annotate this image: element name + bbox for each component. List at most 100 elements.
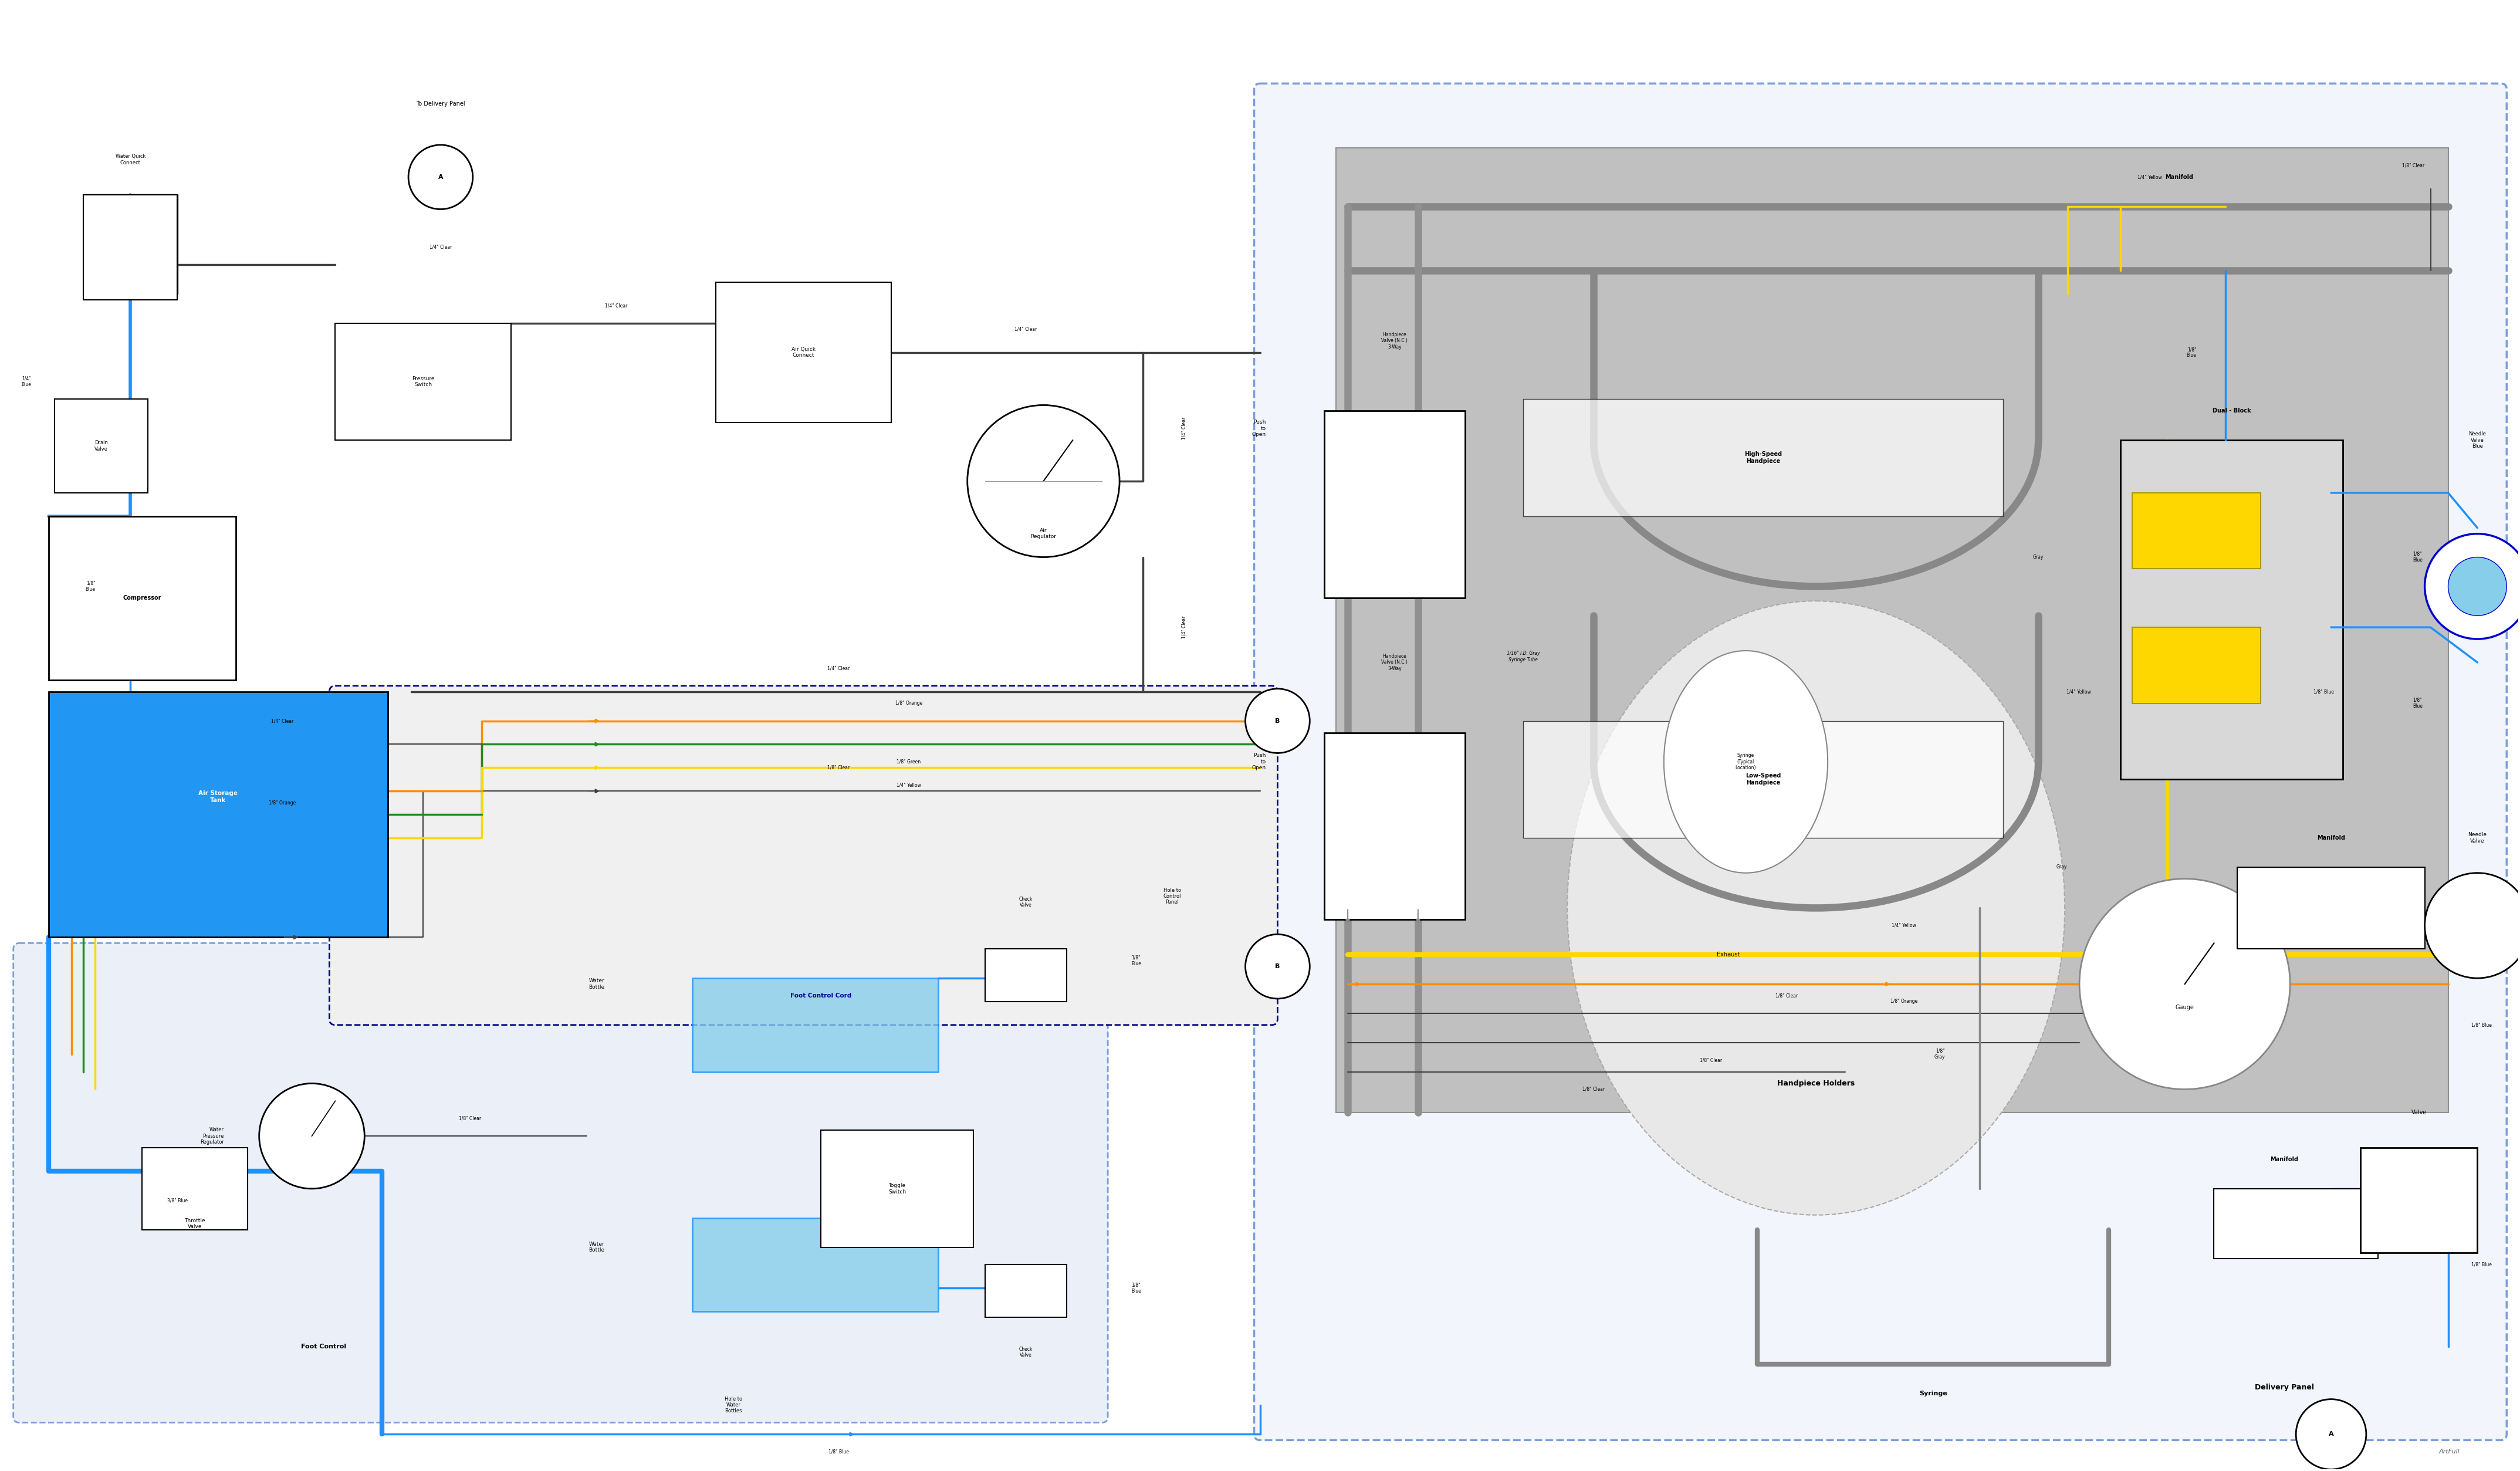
Text: 1/8" Clear: 1/8" Clear — [1698, 1058, 1721, 1062]
Text: B: B — [1275, 964, 1280, 969]
Circle shape — [260, 1084, 365, 1189]
Bar — [716, 282, 892, 422]
Text: 1/8" Clear: 1/8" Clear — [1777, 993, 1797, 999]
Bar — [2132, 493, 2260, 569]
FancyBboxPatch shape — [330, 685, 1278, 1025]
Bar — [1336, 147, 2447, 1112]
Bar — [335, 324, 512, 440]
Text: Delivery Panel: Delivery Panel — [2255, 1384, 2313, 1392]
Text: Exhaust: Exhaust — [1716, 952, 1739, 958]
Text: 1/4" Yellow: 1/4" Yellow — [897, 783, 922, 788]
Text: 1/8"
Blue: 1/8" Blue — [2187, 347, 2197, 357]
Text: Dual - Block: Dual - Block — [2213, 407, 2250, 413]
Text: High-Speed
Handpiece: High-Speed Handpiece — [1744, 452, 1782, 463]
Text: Drain
Valve: Drain Valve — [93, 440, 108, 452]
Text: 1/8" Clear: 1/8" Clear — [1583, 1087, 1605, 1091]
Text: 1/8" Clear: 1/8" Clear — [459, 1116, 481, 1121]
Bar — [2238, 866, 2424, 949]
Bar — [1326, 733, 1464, 919]
Text: 1/8"
Blue: 1/8" Blue — [2414, 697, 2422, 709]
Text: Gray: Gray — [2056, 865, 2066, 869]
Text: Check
Valve: Check Valve — [1018, 1346, 1033, 1358]
Text: Manifold: Manifold — [2165, 174, 2192, 179]
Text: 1/8" Orange: 1/8" Orange — [1890, 999, 1918, 1005]
Text: 1/8" Blue: 1/8" Blue — [829, 1449, 849, 1455]
Bar — [83, 194, 176, 300]
Bar — [693, 1218, 937, 1312]
Text: Foot Control Cord: Foot Control Cord — [791, 993, 852, 999]
Circle shape — [2296, 1399, 2366, 1470]
Bar — [2361, 1147, 2477, 1253]
Text: Air Quick
Connect: Air Quick Connect — [791, 347, 816, 357]
Text: 1/8" Blue: 1/8" Blue — [2472, 1022, 2492, 1028]
Bar — [985, 1265, 1066, 1318]
Text: Air Storage
Tank: Air Storage Tank — [199, 790, 237, 803]
Text: 1/4" Clear: 1/4" Clear — [605, 303, 627, 309]
Bar — [822, 1130, 973, 1247]
Text: 1/8" Green: 1/8" Green — [897, 759, 920, 765]
Text: A: A — [2328, 1431, 2334, 1437]
Text: 1/8"
Blue: 1/8" Blue — [1131, 955, 1142, 966]
Text: Handpiece
Valve (N.C.)
3-Way: Handpiece Valve (N.C.) 3-Way — [1381, 332, 1409, 350]
Text: Hole to
Control
Panel: Hole to Control Panel — [1164, 887, 1182, 905]
Text: A: A — [438, 174, 444, 179]
Bar — [1326, 410, 1464, 599]
Text: 1/4" Clear: 1/4" Clear — [827, 665, 849, 671]
Ellipse shape — [1567, 602, 2064, 1215]
Text: 1/8" Clear: 1/8" Clear — [2402, 163, 2424, 168]
Bar — [985, 949, 1066, 1002]
Text: Check
Valve: Check Valve — [1018, 897, 1033, 908]
Text: Syringe: Syringe — [1920, 1390, 1948, 1396]
Text: Low-Speed
Handpiece: Low-Speed Handpiece — [1746, 774, 1782, 786]
Text: Push
to
Open: Push to Open — [1252, 419, 1265, 437]
Text: Gray: Gray — [2034, 555, 2044, 560]
Circle shape — [968, 405, 1119, 558]
Circle shape — [1245, 688, 1310, 753]
Text: 1/4" Clear: 1/4" Clear — [272, 718, 295, 724]
Text: Water Quick
Connect: Water Quick Connect — [116, 154, 146, 165]
Text: 3/8" Blue: 3/8" Blue — [166, 1197, 186, 1203]
Text: 1/8"
Blue: 1/8" Blue — [2414, 552, 2422, 563]
Text: 1/8" Blue: 1/8" Blue — [2313, 688, 2334, 694]
Bar — [141, 1147, 247, 1230]
Text: Water
Bottle: Water Bottle — [590, 978, 605, 990]
Text: Needle
Valve: Needle Valve — [2467, 833, 2487, 843]
Text: Handpiece
Valve (N.C.)
3-Way: Handpiece Valve (N.C.) 3-Way — [1381, 653, 1409, 671]
Text: 1/16" I.D. Gray
Syringe Tube: 1/16" I.D. Gray Syringe Tube — [1507, 650, 1540, 662]
Text: ArtFull: ArtFull — [2439, 1449, 2460, 1455]
Text: 1/4" Clear: 1/4" Clear — [1182, 616, 1187, 638]
Text: 1/8"
Blue: 1/8" Blue — [1131, 1283, 1142, 1294]
Text: Push
to
Open: Push to Open — [1252, 753, 1265, 771]
Text: Toggle
Switch: Toggle Switch — [887, 1183, 907, 1194]
Circle shape — [1245, 934, 1310, 999]
Text: Manifold: Manifold — [2271, 1156, 2298, 1162]
Bar — [1525, 721, 2003, 838]
Circle shape — [2424, 534, 2520, 638]
Circle shape — [2424, 872, 2520, 978]
Bar — [2119, 440, 2344, 780]
Text: Foot Control: Foot Control — [300, 1343, 345, 1349]
Circle shape — [2447, 558, 2507, 616]
Text: B: B — [1275, 718, 1280, 724]
FancyBboxPatch shape — [1255, 84, 2507, 1440]
Ellipse shape — [1663, 650, 1827, 872]
Circle shape — [408, 146, 474, 209]
Text: 1/4" Yellow: 1/4" Yellow — [2137, 175, 2162, 179]
Text: 1/8" Clear: 1/8" Clear — [827, 765, 849, 771]
Text: Manifold: Manifold — [2316, 836, 2346, 841]
Text: Handpiece Holders: Handpiece Holders — [1777, 1080, 1855, 1087]
Bar — [48, 691, 388, 937]
Text: Valve: Valve — [2412, 1109, 2427, 1115]
Text: Needle
Valve
Blue: Needle Valve Blue — [2470, 431, 2487, 449]
Text: 1/4" Clear: 1/4" Clear — [1016, 327, 1038, 332]
FancyBboxPatch shape — [13, 943, 1109, 1422]
Text: Compressor: Compressor — [123, 596, 161, 602]
Bar — [693, 978, 937, 1072]
Text: 1/4"
Blue: 1/4" Blue — [20, 377, 30, 387]
Bar — [2215, 1189, 2379, 1259]
Text: 1/8" Orange: 1/8" Orange — [895, 700, 922, 706]
Text: 1/4" Yellow: 1/4" Yellow — [2066, 688, 2092, 694]
Text: 1/4" Clear: 1/4" Clear — [428, 244, 451, 250]
Text: Hole to
Water
Bottles: Hole to Water Bottles — [723, 1396, 741, 1414]
Text: 1/8"
Blue: 1/8" Blue — [86, 581, 96, 593]
